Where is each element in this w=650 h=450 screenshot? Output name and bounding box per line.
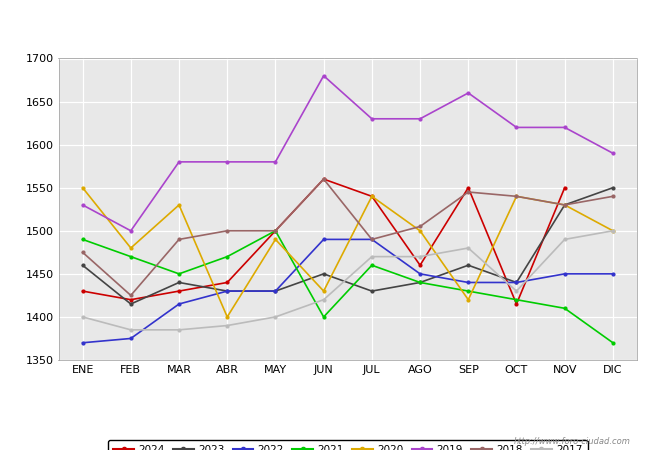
- Legend: 2024, 2023, 2022, 2021, 2020, 2019, 2018, 2017: 2024, 2023, 2022, 2021, 2020, 2019, 2018…: [108, 440, 588, 450]
- Text: Afiliados en Alburquerque a 30/11/2024: Afiliados en Alburquerque a 30/11/2024: [160, 16, 490, 34]
- Text: http://www.foro-ciudad.com: http://www.foro-ciudad.com: [514, 436, 630, 446]
